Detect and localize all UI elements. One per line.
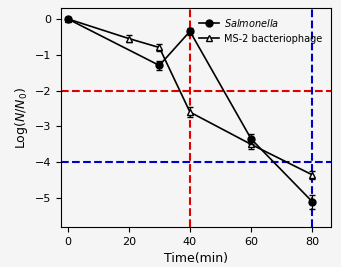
Y-axis label: Log($N/N_0$): Log($N/N_0$) [13, 87, 30, 148]
Legend: $\it{Salmonella}$, MS-2 bacteriophage: $\it{Salmonella}$, MS-2 bacteriophage [196, 13, 326, 48]
X-axis label: Time(min): Time(min) [164, 252, 228, 265]
